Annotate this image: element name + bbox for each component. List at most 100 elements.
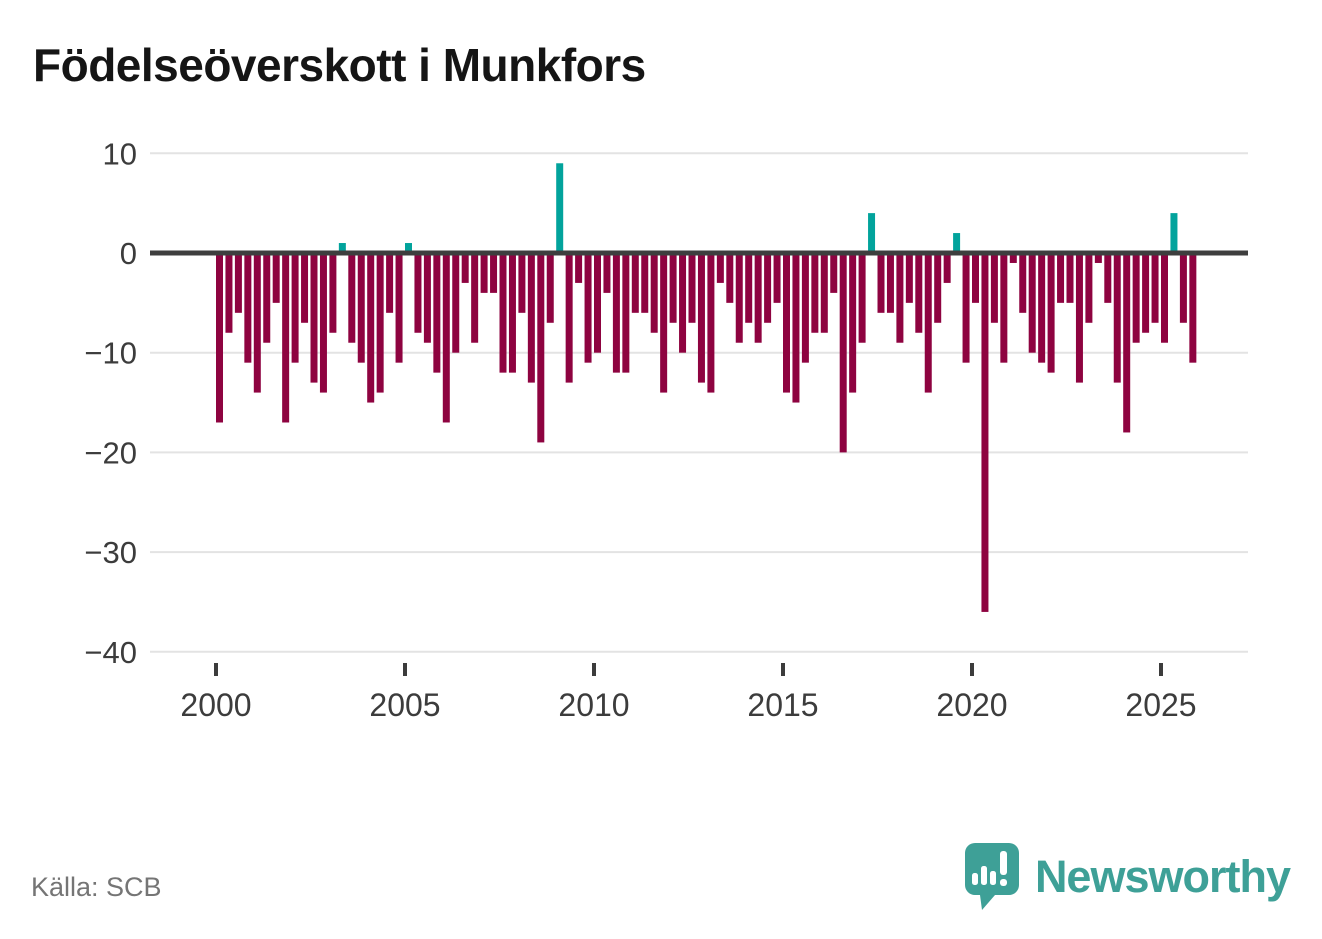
bar-2024Q3 [1142, 253, 1150, 333]
bar-2023Q1 [1085, 253, 1093, 323]
bar-2006Q3 [461, 253, 469, 283]
logo-bar-1 [971, 873, 978, 885]
bar-2003Q4 [357, 253, 365, 363]
bar-2001Q4 [282, 253, 290, 423]
chart-title: Födelseöverskott i Munkfors [33, 39, 646, 91]
bar-2017Q1 [858, 253, 866, 343]
bar-2016Q2 [830, 253, 838, 293]
x-axis-tick-label-2020: 2020 [936, 687, 1007, 723]
bar-2007Q3 [499, 253, 507, 373]
bar-2003Q2 [338, 243, 346, 253]
bar-2025Q2 [1170, 213, 1178, 253]
bar-2019Q1 [934, 253, 942, 323]
bar-2021Q4 [1038, 253, 1046, 363]
bar-2009Q2 [565, 253, 573, 383]
bar-2005Q3 [423, 253, 431, 343]
bar-2004Q3 [386, 253, 394, 313]
bar-2013Q1 [707, 253, 715, 393]
bar-2009Q1 [556, 163, 564, 253]
bar-2024Q2 [1132, 253, 1140, 343]
bar-2018Q4 [924, 253, 932, 393]
bar-2005Q2 [414, 253, 422, 333]
bar-2007Q2 [490, 253, 498, 293]
newsworthy-wordmark: Newsworthy [1034, 851, 1291, 902]
bar-2022Q3 [1066, 253, 1074, 303]
bar-2008Q2 [527, 253, 535, 383]
bar-2012Q1 [669, 253, 677, 323]
bar-2024Q4 [1151, 253, 1159, 323]
bar-2017Q4 [886, 253, 894, 313]
bar-2020Q3 [990, 253, 998, 323]
bar-2006Q4 [471, 253, 479, 343]
bar-2001Q3 [272, 253, 280, 303]
bar-2017Q2 [868, 213, 876, 253]
bar-2023Q3 [1104, 253, 1112, 303]
y-axis-tick-label--20: −20 [84, 435, 137, 470]
bar-2022Q4 [1075, 253, 1083, 383]
bar-2003Q3 [348, 253, 356, 343]
bar-2019Q4 [962, 253, 970, 363]
bar-2000Q1 [216, 253, 223, 423]
bar-2006Q1 [442, 253, 450, 423]
bar-2010Q4 [622, 253, 630, 373]
bar-2006Q2 [452, 253, 460, 353]
bar-2022Q1 [1047, 253, 1055, 373]
bar-2010Q1 [594, 253, 601, 353]
bar-2009Q3 [575, 253, 583, 283]
x-axis-tick-label-2015: 2015 [747, 687, 818, 723]
bar-2004Q1 [367, 253, 375, 403]
y-axis-tick-label-10: 10 [103, 136, 137, 171]
bar-2002Q4 [319, 253, 327, 393]
bar-2004Q2 [376, 253, 384, 393]
bar-2010Q2 [603, 253, 611, 293]
bar-2011Q3 [650, 253, 658, 333]
logo-exclamation-stem [999, 851, 1007, 875]
logo-bar-2 [980, 866, 987, 885]
bar-2016Q3 [839, 253, 847, 453]
bar-2015Q2 [792, 253, 800, 403]
bar-2001Q2 [263, 253, 271, 343]
bar-2016Q1 [820, 253, 828, 333]
bar-2008Q3 [537, 253, 545, 443]
bar-2009Q4 [584, 253, 592, 363]
bar-2021Q2 [1019, 253, 1027, 313]
bar-2000Q3 [234, 253, 242, 313]
bar-2003Q1 [329, 253, 337, 333]
bar-2015Q1 [783, 253, 790, 393]
bar-2013Q4 [735, 253, 743, 343]
x-axis-tick-label-2010: 2010 [558, 687, 629, 723]
bar-2022Q2 [1057, 253, 1065, 303]
bar-2017Q3 [877, 253, 885, 313]
y-axis-tick-label-0: 0 [120, 236, 137, 271]
newsworthy-branding: Newsworthy [963, 841, 1291, 913]
bar-2023Q2 [1094, 253, 1102, 263]
bar-2014Q4 [773, 253, 781, 303]
bar-2000Q2 [225, 253, 233, 333]
bar-2015Q3 [801, 253, 809, 363]
logo-exclamation-dot [999, 879, 1007, 886]
bar-2020Q4 [1000, 253, 1008, 363]
bar-2014Q2 [754, 253, 762, 343]
bar-2008Q4 [546, 253, 554, 323]
bar-2001Q1 [253, 253, 261, 393]
bar-2010Q3 [612, 253, 620, 373]
bar-2018Q2 [905, 253, 913, 303]
bar-2018Q1 [896, 253, 904, 343]
bar-2012Q2 [679, 253, 687, 353]
bar-2015Q4 [811, 253, 819, 333]
bar-2025Q1 [1161, 253, 1168, 343]
bar-2008Q1 [518, 253, 526, 313]
y-axis-tick-label--30: −30 [84, 535, 137, 570]
bar-2018Q3 [915, 253, 923, 333]
bar-2011Q4 [660, 253, 668, 393]
bar-2025Q4 [1189, 253, 1197, 363]
bar-2002Q2 [301, 253, 309, 323]
bar-2014Q1 [745, 253, 753, 323]
bar-2023Q4 [1113, 253, 1121, 383]
bar-2004Q4 [395, 253, 403, 363]
source-caption: Källa: SCB [31, 872, 162, 902]
bar-2007Q4 [508, 253, 516, 373]
y-axis-tick-label--40: −40 [84, 635, 137, 670]
bar-2020Q2 [981, 253, 989, 612]
